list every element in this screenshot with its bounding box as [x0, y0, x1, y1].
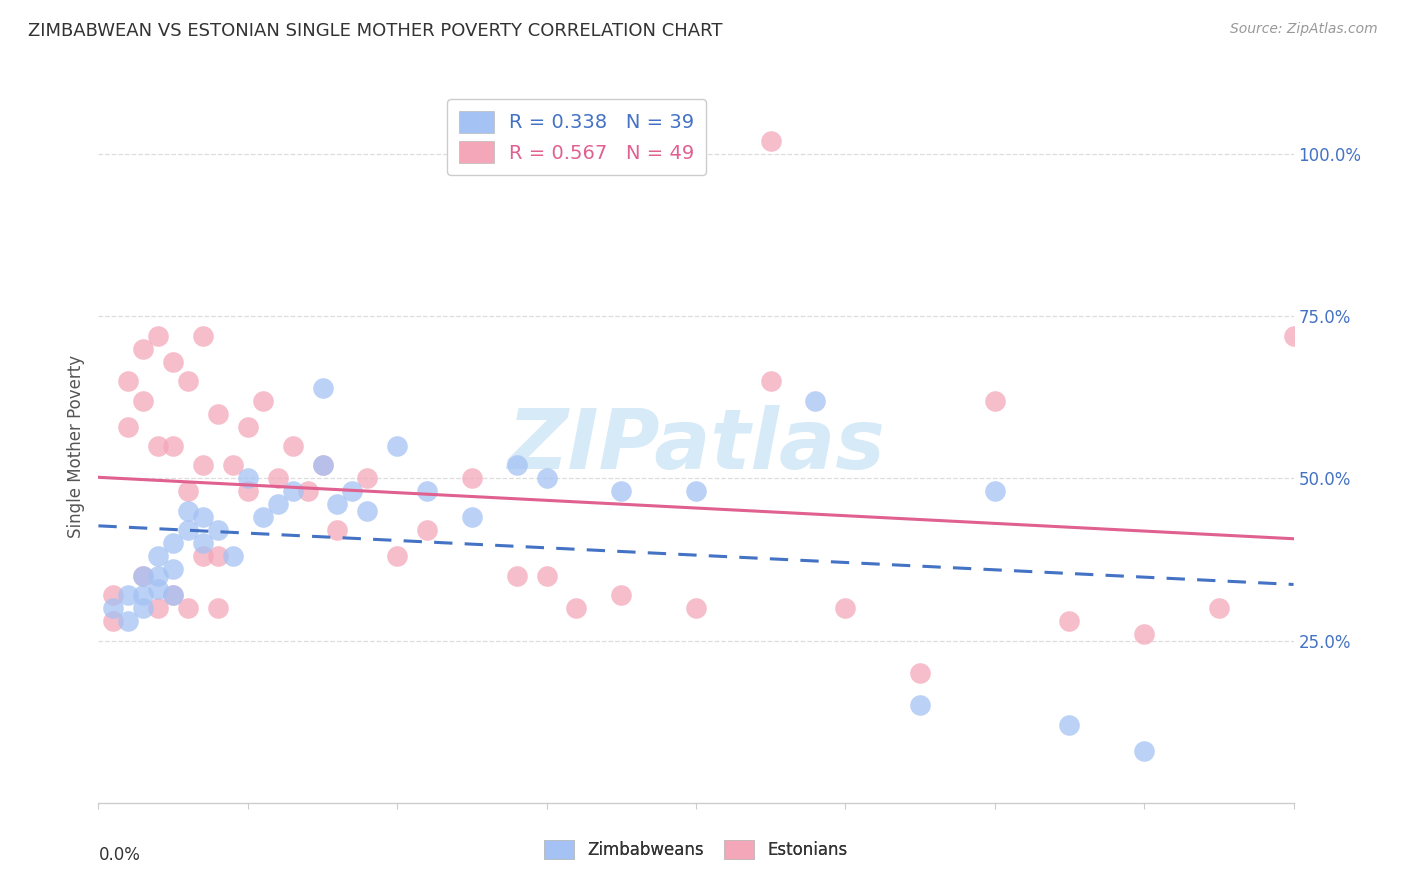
Point	[416, 524, 439, 538]
Legend: Zimbabweans, Estonians: Zimbabweans, Estonians	[537, 833, 855, 866]
Point	[326, 497, 349, 511]
Point	[162, 562, 184, 576]
Point	[1059, 718, 1081, 732]
Point	[162, 588, 184, 602]
Point	[191, 536, 214, 550]
Point	[385, 549, 409, 564]
Point	[326, 524, 349, 538]
Point	[908, 666, 931, 681]
Point	[148, 549, 170, 564]
Point	[804, 393, 827, 408]
Point	[148, 328, 170, 343]
Point	[132, 588, 155, 602]
Point	[356, 504, 378, 518]
Point	[685, 484, 707, 499]
Point	[162, 536, 184, 550]
Point	[148, 568, 170, 582]
Point	[132, 342, 155, 356]
Point	[236, 419, 259, 434]
Point	[132, 393, 155, 408]
Point	[132, 568, 155, 582]
Point	[297, 484, 319, 499]
Point	[148, 582, 170, 596]
Point	[103, 614, 125, 628]
Point	[610, 484, 633, 499]
Point	[117, 588, 139, 602]
Point	[222, 549, 245, 564]
Point	[103, 601, 125, 615]
Point	[461, 510, 484, 524]
Point	[117, 374, 139, 388]
Point	[207, 524, 229, 538]
Point	[177, 374, 200, 388]
Point	[162, 354, 184, 368]
Point	[1059, 614, 1081, 628]
Point	[267, 497, 290, 511]
Point	[759, 374, 782, 388]
Text: ZIPatlas: ZIPatlas	[508, 406, 884, 486]
Point	[1208, 601, 1230, 615]
Point	[191, 549, 214, 564]
Point	[506, 458, 529, 473]
Text: Source: ZipAtlas.com: Source: ZipAtlas.com	[1230, 22, 1378, 37]
Point	[1133, 627, 1156, 641]
Point	[207, 601, 229, 615]
Point	[385, 439, 409, 453]
Point	[222, 458, 245, 473]
Point	[983, 393, 1005, 408]
Text: ZIMBABWEAN VS ESTONIAN SINGLE MOTHER POVERTY CORRELATION CHART: ZIMBABWEAN VS ESTONIAN SINGLE MOTHER POV…	[28, 22, 723, 40]
Point	[191, 458, 214, 473]
Point	[536, 568, 558, 582]
Point	[281, 484, 304, 499]
Point	[117, 419, 139, 434]
Point	[311, 381, 333, 395]
Point	[177, 504, 200, 518]
Point	[759, 134, 782, 148]
Point	[610, 588, 633, 602]
Point	[207, 407, 229, 421]
Point	[103, 588, 125, 602]
Point	[236, 484, 259, 499]
Point	[236, 471, 259, 485]
Point	[565, 601, 588, 615]
Point	[177, 484, 200, 499]
Point	[148, 601, 170, 615]
Text: 0.0%: 0.0%	[98, 846, 141, 863]
Point	[311, 458, 333, 473]
Point	[356, 471, 378, 485]
Point	[506, 568, 529, 582]
Point	[983, 484, 1005, 499]
Point	[461, 471, 484, 485]
Point	[252, 393, 274, 408]
Point	[191, 328, 214, 343]
Point	[132, 601, 155, 615]
Point	[177, 524, 200, 538]
Point	[191, 510, 214, 524]
Point	[252, 510, 274, 524]
Point	[207, 549, 229, 564]
Y-axis label: Single Mother Poverty: Single Mother Poverty	[66, 354, 84, 538]
Point	[685, 601, 707, 615]
Point	[148, 439, 170, 453]
Point	[267, 471, 290, 485]
Point	[1133, 744, 1156, 758]
Point	[132, 568, 155, 582]
Point	[342, 484, 364, 499]
Point	[177, 601, 200, 615]
Point	[117, 614, 139, 628]
Point	[536, 471, 558, 485]
Point	[834, 601, 856, 615]
Point	[281, 439, 304, 453]
Point	[416, 484, 439, 499]
Point	[908, 698, 931, 713]
Point	[162, 439, 184, 453]
Point	[162, 588, 184, 602]
Point	[1282, 328, 1305, 343]
Point	[311, 458, 333, 473]
